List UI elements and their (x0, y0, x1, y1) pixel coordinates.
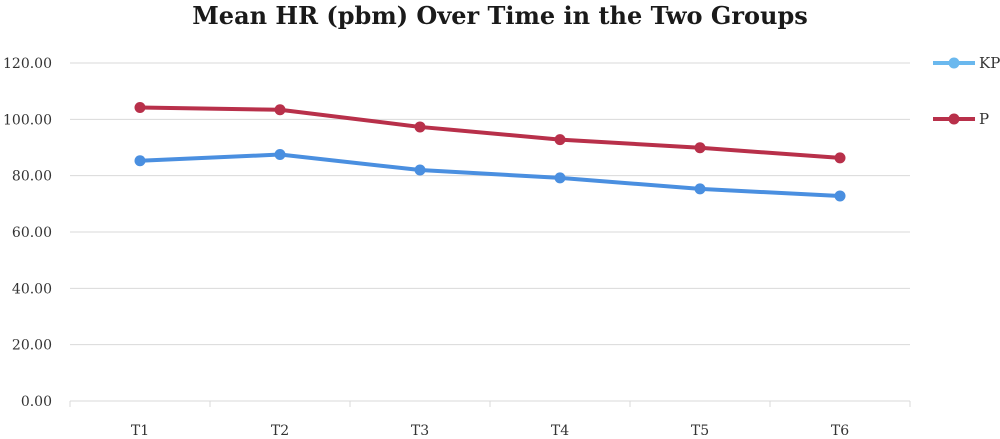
data-point (414, 121, 426, 133)
legend-item-p: P (933, 110, 989, 128)
data-point (554, 134, 566, 146)
y-tick-label: 100.00 (3, 112, 52, 128)
series-kp (134, 149, 846, 202)
legend-item-kp: KP (933, 54, 1000, 72)
chart-title: Mean HR (pbm) Over Time in the Two Group… (192, 1, 808, 30)
series-line (138, 152, 842, 198)
y-tick-label: 20.00 (12, 338, 52, 354)
series-lines (134, 102, 846, 202)
y-tick-label: 120.00 (3, 56, 52, 72)
data-point (134, 155, 146, 167)
data-point (274, 149, 286, 161)
data-point (694, 183, 706, 195)
legend-marker (948, 57, 960, 69)
data-point (274, 104, 286, 116)
x-tick-label: T2 (271, 423, 289, 439)
data-point (834, 190, 846, 202)
y-tick-label: 40.00 (12, 281, 52, 297)
x-tick-label: T6 (831, 423, 849, 439)
gridlines (69, 62, 911, 407)
y-axis-ticks: 0.00 20.00 40.00 60.00 80.00 100.00 120.00 (3, 56, 52, 410)
series-line (138, 105, 842, 160)
y-tick-label: 60.00 (12, 225, 52, 241)
x-axis-ticks: T1 T2 T3 T4 T5 T6 (131, 423, 849, 439)
legend: KP P (933, 54, 1000, 128)
legend-label: P (979, 110, 989, 128)
x-tick-label: T5 (691, 423, 709, 439)
x-tick-label: T3 (411, 423, 429, 439)
series-p (134, 102, 846, 164)
data-point (414, 164, 426, 176)
x-tick-label: T4 (551, 423, 569, 439)
legend-label: KP (979, 54, 1000, 72)
y-tick-label: 0.00 (21, 394, 52, 410)
x-tick-label: T1 (131, 423, 149, 439)
data-point (834, 152, 846, 164)
data-point (694, 142, 706, 154)
legend-marker (948, 113, 960, 125)
data-point (554, 172, 566, 184)
data-point (134, 102, 146, 114)
y-tick-label: 80.00 (12, 169, 52, 185)
